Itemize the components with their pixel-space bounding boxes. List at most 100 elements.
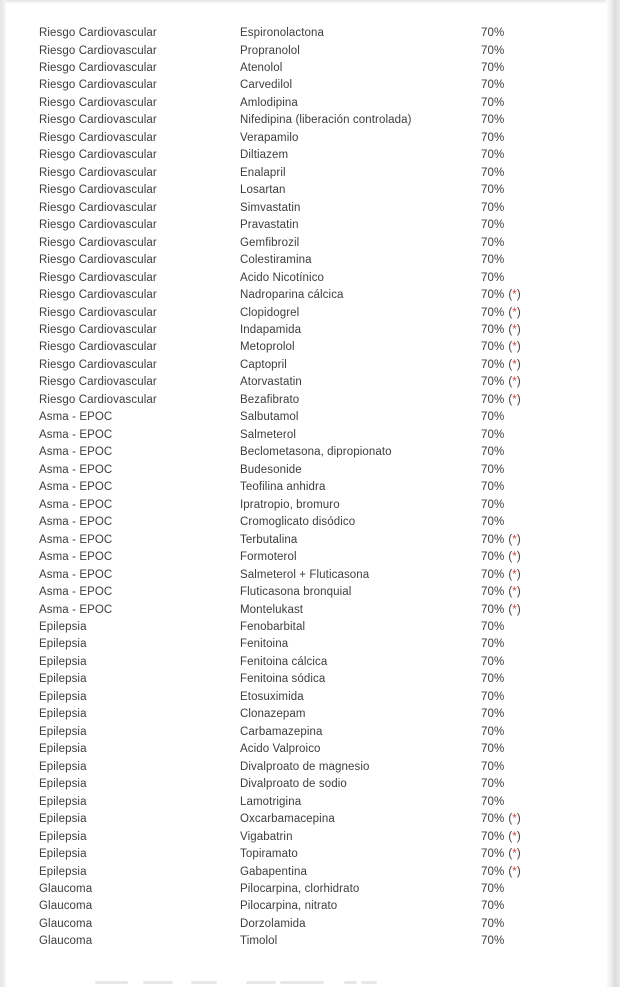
- coverage-value: 70%: [481, 603, 505, 616]
- table-row: Riesgo Cardiovascular Captopril 70% (*): [39, 356, 606, 373]
- coverage-cell: 70% (*): [481, 848, 606, 860]
- coverage-value: 70%: [481, 516, 505, 529]
- coverage-cell: 70%: [481, 114, 606, 126]
- category-cell: Epilepsia: [39, 725, 87, 738]
- coverage-value: 70%: [481, 131, 505, 144]
- drug-cell: Terbutalina: [240, 533, 298, 546]
- asterisk-note: (*): [508, 289, 521, 302]
- drug-cell: Nadroparina cálcica: [240, 289, 344, 302]
- asterisk-note: (*): [508, 551, 521, 564]
- table-row: Riesgo Cardiovascular Pravastatin 70%: [39, 216, 606, 233]
- table-row: Riesgo Cardiovascular Bezafibrato 70% (*): [39, 391, 606, 408]
- drug-cell: Salmeterol: [240, 428, 296, 441]
- asterisk-note: (*): [508, 341, 521, 354]
- drug-cell: Atorvastatin: [240, 376, 302, 389]
- coverage-cell: 70%: [481, 796, 606, 808]
- table-row: Epilepsia Fenobarbital 70%: [39, 618, 606, 635]
- asterisk-note: (*): [508, 830, 521, 843]
- category-cell: Riesgo Cardiovascular: [39, 149, 157, 162]
- category-cell: Asma - EPOC: [39, 411, 113, 424]
- table-row: Riesgo Cardiovascular Verapamilo 70%: [39, 129, 606, 146]
- coverage-cell: 70%: [481, 621, 606, 633]
- asterisk-note: (*): [508, 865, 521, 878]
- coverage-cell: 70%: [481, 446, 606, 458]
- red-asterisk: *: [512, 376, 517, 389]
- table-row: Asma - EPOC Montelukast 70% (*): [39, 601, 606, 618]
- table-row: Epilepsia Fenitoina sódica 70%: [39, 671, 606, 688]
- coverage-cell: 70% (*): [481, 359, 606, 371]
- coverage-value: 70%: [481, 376, 505, 389]
- red-asterisk: *: [512, 358, 517, 371]
- coverage-cell: 70% (*): [481, 341, 606, 353]
- category-cell: Epilepsia: [39, 690, 87, 703]
- coverage-value: 70%: [481, 96, 505, 109]
- table-row: Riesgo Cardiovascular Diltiazem 70%: [39, 147, 606, 164]
- coverage-cell: 70%: [481, 900, 606, 912]
- drug-cell: Simvastatin: [240, 201, 301, 214]
- table-row: Riesgo Cardiovascular Clopidogrel 70% (*): [39, 304, 606, 321]
- drug-cell: Diltiazem: [240, 149, 289, 162]
- coverage-cell: 70%: [481, 691, 606, 703]
- coverage-value: 70%: [481, 411, 505, 424]
- coverage-cell: 70% (*): [481, 376, 606, 388]
- coverage-cell: 70%: [481, 167, 606, 179]
- coverage-value: 70%: [481, 551, 505, 564]
- coverage-cell: 70%: [481, 464, 606, 476]
- red-asterisk: *: [512, 551, 517, 564]
- coverage-cell: 70%: [481, 708, 606, 720]
- category-cell: Riesgo Cardiovascular: [39, 166, 157, 179]
- coverage-value: 70%: [481, 848, 505, 861]
- category-cell: Riesgo Cardiovascular: [39, 324, 157, 336]
- category-cell: Epilepsia: [39, 760, 87, 773]
- drug-cell: Espironolactona: [240, 27, 324, 40]
- drug-cell: Enalapril: [240, 166, 286, 179]
- table-row: Riesgo Cardiovascular Nifedipina (libera…: [39, 112, 606, 129]
- coverage-value: 70%: [481, 917, 505, 930]
- category-cell: Asma - EPOC: [39, 446, 113, 459]
- coverage-cell: 70%: [481, 411, 606, 423]
- page-left-edge: [0, 0, 6, 987]
- table-row: Epilepsia Carbamazepina 70%: [39, 723, 606, 740]
- coverage-cell: 70%: [481, 132, 606, 144]
- red-asterisk: *: [512, 830, 517, 843]
- table-row: Riesgo Cardiovascular Espironolactona 70…: [39, 24, 606, 41]
- coverage-value: 70%: [481, 620, 505, 633]
- category-cell: Glaucoma: [39, 900, 93, 913]
- coverage-value: 70%: [481, 778, 505, 791]
- asterisk-note: (*): [508, 393, 521, 406]
- asterisk-note: (*): [508, 376, 521, 389]
- coverage-cell: 70%: [481, 481, 606, 493]
- drug-cell: Pilocarpina, clorhidrato: [240, 883, 360, 895]
- coverage-table-body: Riesgo Cardiovascular Espironolactona 70…: [39, 24, 606, 950]
- red-asterisk: *: [512, 306, 517, 319]
- coverage-cell: 70%: [481, 743, 606, 755]
- coverage-value: 70%: [481, 935, 505, 948]
- coverage-cell: 70%: [481, 184, 606, 196]
- coverage-value: 70%: [481, 289, 505, 302]
- category-cell: Riesgo Cardiovascular: [39, 341, 157, 354]
- red-asterisk: *: [512, 568, 517, 581]
- drug-cell: Indapamida: [240, 324, 302, 336]
- coverage-cell: 70% (*): [481, 586, 606, 598]
- table-row: Epilepsia Gabapentina 70% (*): [39, 863, 606, 880]
- drug-cell: Divalproato de magnesio: [240, 760, 370, 773]
- category-cell: Riesgo Cardiovascular: [39, 271, 157, 284]
- page-right-edge: [606, 0, 620, 987]
- table-row: Asma - EPOC Salbutamol 70%: [39, 409, 606, 426]
- table-row: Riesgo Cardiovascular Metoprolol 70% (*): [39, 339, 606, 356]
- cutoff-text-remnant: [191, 981, 217, 984]
- category-cell: Riesgo Cardiovascular: [39, 201, 157, 214]
- category-cell: Asma - EPOC: [39, 463, 113, 476]
- drug-cell: Montelukast: [240, 603, 304, 616]
- asterisk-note: (*): [508, 324, 521, 336]
- table-row: Glaucoma Pilocarpina, clorhidrato 70%: [39, 880, 606, 897]
- page-top-edge: [0, 0, 620, 3]
- drug-cell: Dorzolamida: [240, 917, 306, 930]
- coverage-value: 70%: [481, 27, 505, 40]
- table-row: Riesgo Cardiovascular Gemfibrozil 70%: [39, 234, 606, 251]
- drug-cell: Etosuximida: [240, 690, 304, 703]
- coverage-cell: 70% (*): [481, 394, 606, 406]
- coverage-value: 70%: [481, 341, 505, 354]
- coverage-value: 70%: [481, 708, 505, 721]
